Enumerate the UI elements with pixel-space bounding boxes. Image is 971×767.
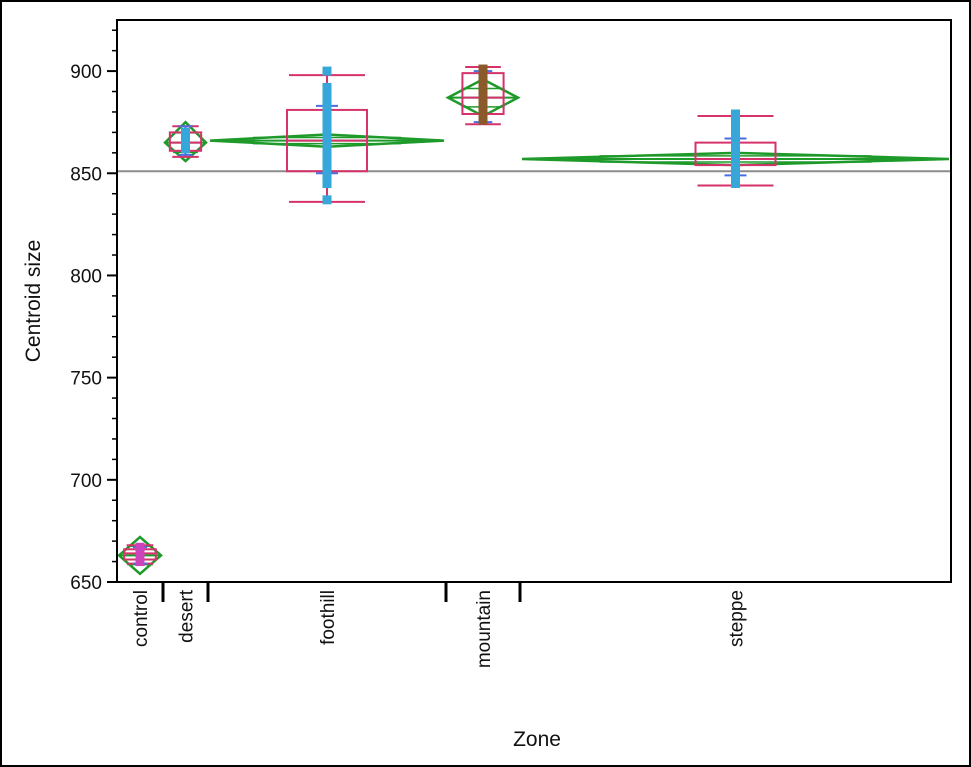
data-point-foothill-2 bbox=[322, 178, 332, 188]
data-point-desert-5 bbox=[181, 127, 190, 137]
data-point-steppe-17 bbox=[731, 115, 740, 125]
data-point-foothill-13 bbox=[322, 123, 332, 133]
x-tick-label-control: control bbox=[131, 590, 152, 647]
data-point-mountain-8 bbox=[478, 74, 488, 84]
data-point-mountain-2 bbox=[478, 109, 488, 119]
data-point-steppe-16 bbox=[731, 121, 740, 131]
data-point-foothill-5 bbox=[322, 158, 332, 168]
data-point-foothill-18 bbox=[322, 91, 332, 101]
y-tick-label-800: 800 bbox=[70, 266, 102, 287]
data-point-foothill-19 bbox=[322, 82, 332, 92]
y-tick-label-850: 850 bbox=[70, 164, 102, 185]
x-tick-label-steppe: steppe bbox=[727, 590, 748, 647]
data-point-mountain-3 bbox=[478, 103, 488, 113]
data-point-steppe-13 bbox=[731, 140, 740, 150]
plot-area-border bbox=[116, 19, 952, 583]
data-point-steppe-15 bbox=[731, 127, 740, 137]
data-point-foothill-3 bbox=[322, 170, 332, 180]
data-point-foothill-14 bbox=[322, 117, 332, 127]
data-point-mountain-1 bbox=[478, 115, 488, 125]
y-tick-label-900: 900 bbox=[70, 62, 102, 83]
x-tick-label-desert: desert bbox=[177, 589, 198, 643]
data-point-foothill-16 bbox=[322, 105, 332, 115]
data-point-foothill-20 bbox=[322, 66, 332, 76]
data-point-foothill-17 bbox=[322, 99, 332, 109]
data-point-mountain-10 bbox=[478, 64, 488, 74]
data-point-steppe-18 bbox=[731, 109, 740, 119]
data-point-mountain-7 bbox=[478, 80, 488, 90]
x-axis-title: Zone bbox=[513, 728, 561, 751]
data-point-steppe-14 bbox=[731, 134, 740, 144]
data-point-foothill-4 bbox=[322, 164, 332, 174]
data-point-control-8 bbox=[135, 542, 145, 552]
x-tick-label-mountain: mountain bbox=[474, 590, 495, 668]
y-tick-label-700: 700 bbox=[70, 471, 102, 492]
y-axis-title: Centroid size bbox=[22, 240, 45, 363]
y-tick-label-750: 750 bbox=[70, 369, 102, 390]
data-point-steppe-1 bbox=[731, 178, 740, 188]
data-point-foothill-15 bbox=[322, 111, 332, 121]
data-point-mountain-6 bbox=[478, 89, 488, 99]
y-tick-label-650: 650 bbox=[70, 573, 102, 594]
data-point-foothill-1 bbox=[322, 195, 332, 205]
x-tick-label-foothill: foothill bbox=[318, 590, 339, 645]
